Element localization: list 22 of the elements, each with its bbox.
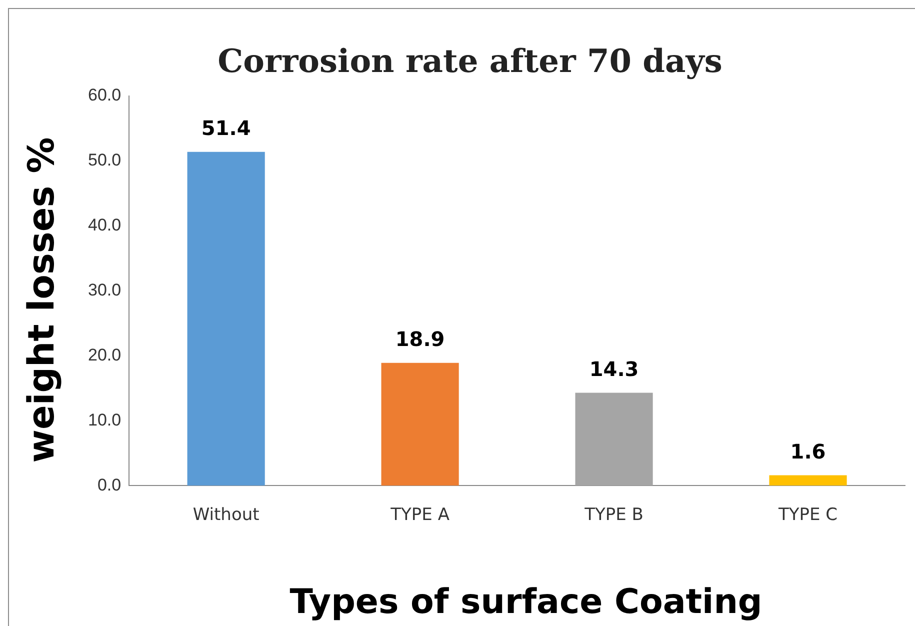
y-tick-label: 20.0	[88, 345, 122, 364]
x-tick-label: TYPE A	[390, 505, 450, 526]
y-tick-label: 40.0	[88, 216, 122, 235]
y-tick-label: 60.0	[88, 86, 122, 105]
x-tick-label: Without	[192, 505, 260, 526]
bar	[575, 392, 653, 486]
x-tick-label: TYPE B	[584, 505, 644, 526]
chart-title: Corrosion rate after 70 days	[216, 42, 724, 80]
y-axis-title: weight losses %	[22, 137, 62, 463]
x-tick-label: TYPE C	[777, 505, 838, 526]
bar	[381, 362, 459, 486]
data-label: 1.6	[790, 439, 826, 464]
y-tick-label: 30.0	[88, 280, 122, 300]
data-label: 51.4	[201, 116, 251, 140]
y-tick-label: 0.0	[97, 475, 122, 494]
data-label: 18.9	[395, 327, 445, 352]
y-tick-label: 10.0	[88, 410, 122, 430]
y-tick-label: 50.0	[88, 150, 122, 170]
x-axis-title: Types of surface Coating	[288, 582, 764, 622]
bar	[769, 475, 847, 486]
bar	[187, 152, 265, 486]
data-label: 14.3	[589, 356, 639, 381]
